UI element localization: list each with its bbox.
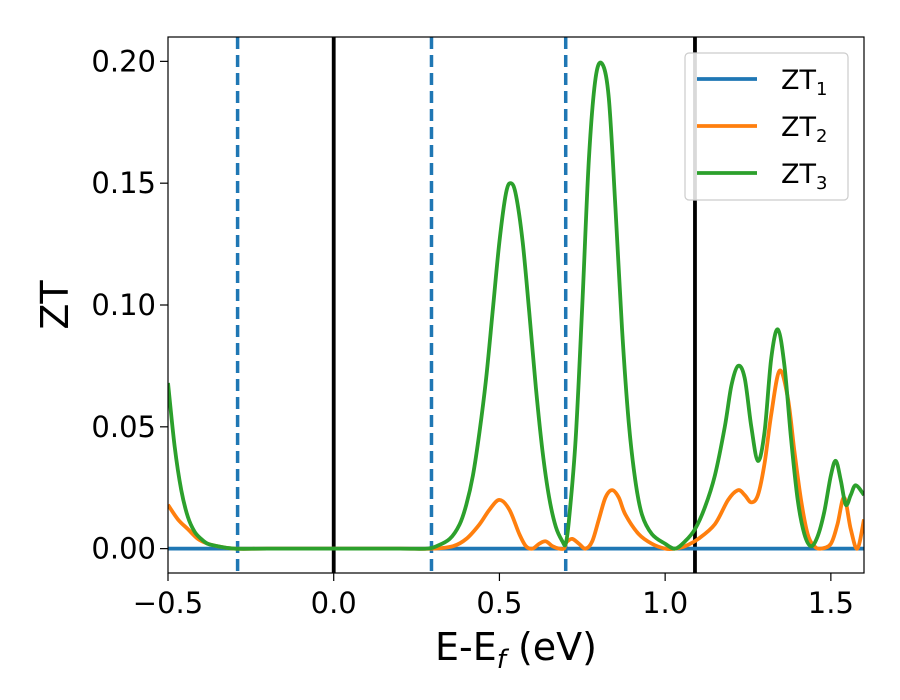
y-axis-ticks: 0.00 0.05 0.10 0.15 0.20 bbox=[91, 44, 168, 566]
vertical-lines bbox=[235, 37, 697, 573]
y-tick-label: 0.10 bbox=[91, 288, 156, 322]
y-tick-label: 0.05 bbox=[91, 410, 156, 444]
y-axis-label: ZT bbox=[33, 280, 77, 330]
x-tick-label: −0.5 bbox=[133, 586, 203, 620]
x-tick-label: 1.5 bbox=[808, 586, 854, 620]
legend-label-zt1: ZT1 bbox=[781, 65, 827, 100]
legend-label-zt3: ZT3 bbox=[781, 159, 827, 194]
x-tick-label: 1.0 bbox=[642, 586, 688, 620]
y-tick-label: 0.15 bbox=[91, 166, 156, 200]
y-tick-label: 0.00 bbox=[91, 532, 156, 566]
x-axis-label: E-Ef (eV) bbox=[435, 625, 597, 675]
legend: ZT1 ZT2 ZT3 bbox=[684, 52, 849, 201]
legend-box bbox=[684, 52, 849, 201]
series-lines bbox=[168, 60, 864, 552]
legend-items: ZT1 ZT2 ZT3 bbox=[697, 65, 827, 194]
x-tick-label: 0.5 bbox=[476, 586, 522, 620]
legend-label-zt2: ZT2 bbox=[781, 112, 827, 147]
series-line-zt3 bbox=[168, 60, 864, 551]
x-tick-label: 0.0 bbox=[311, 586, 357, 620]
y-tick-label: 0.20 bbox=[91, 44, 156, 78]
x-axis-ticks: −0.5 0.0 0.5 1.0 1.5 bbox=[133, 573, 854, 620]
x-axis-label-unit: (eV) bbox=[506, 625, 597, 669]
x-axis-label-main: E-E bbox=[435, 625, 497, 669]
